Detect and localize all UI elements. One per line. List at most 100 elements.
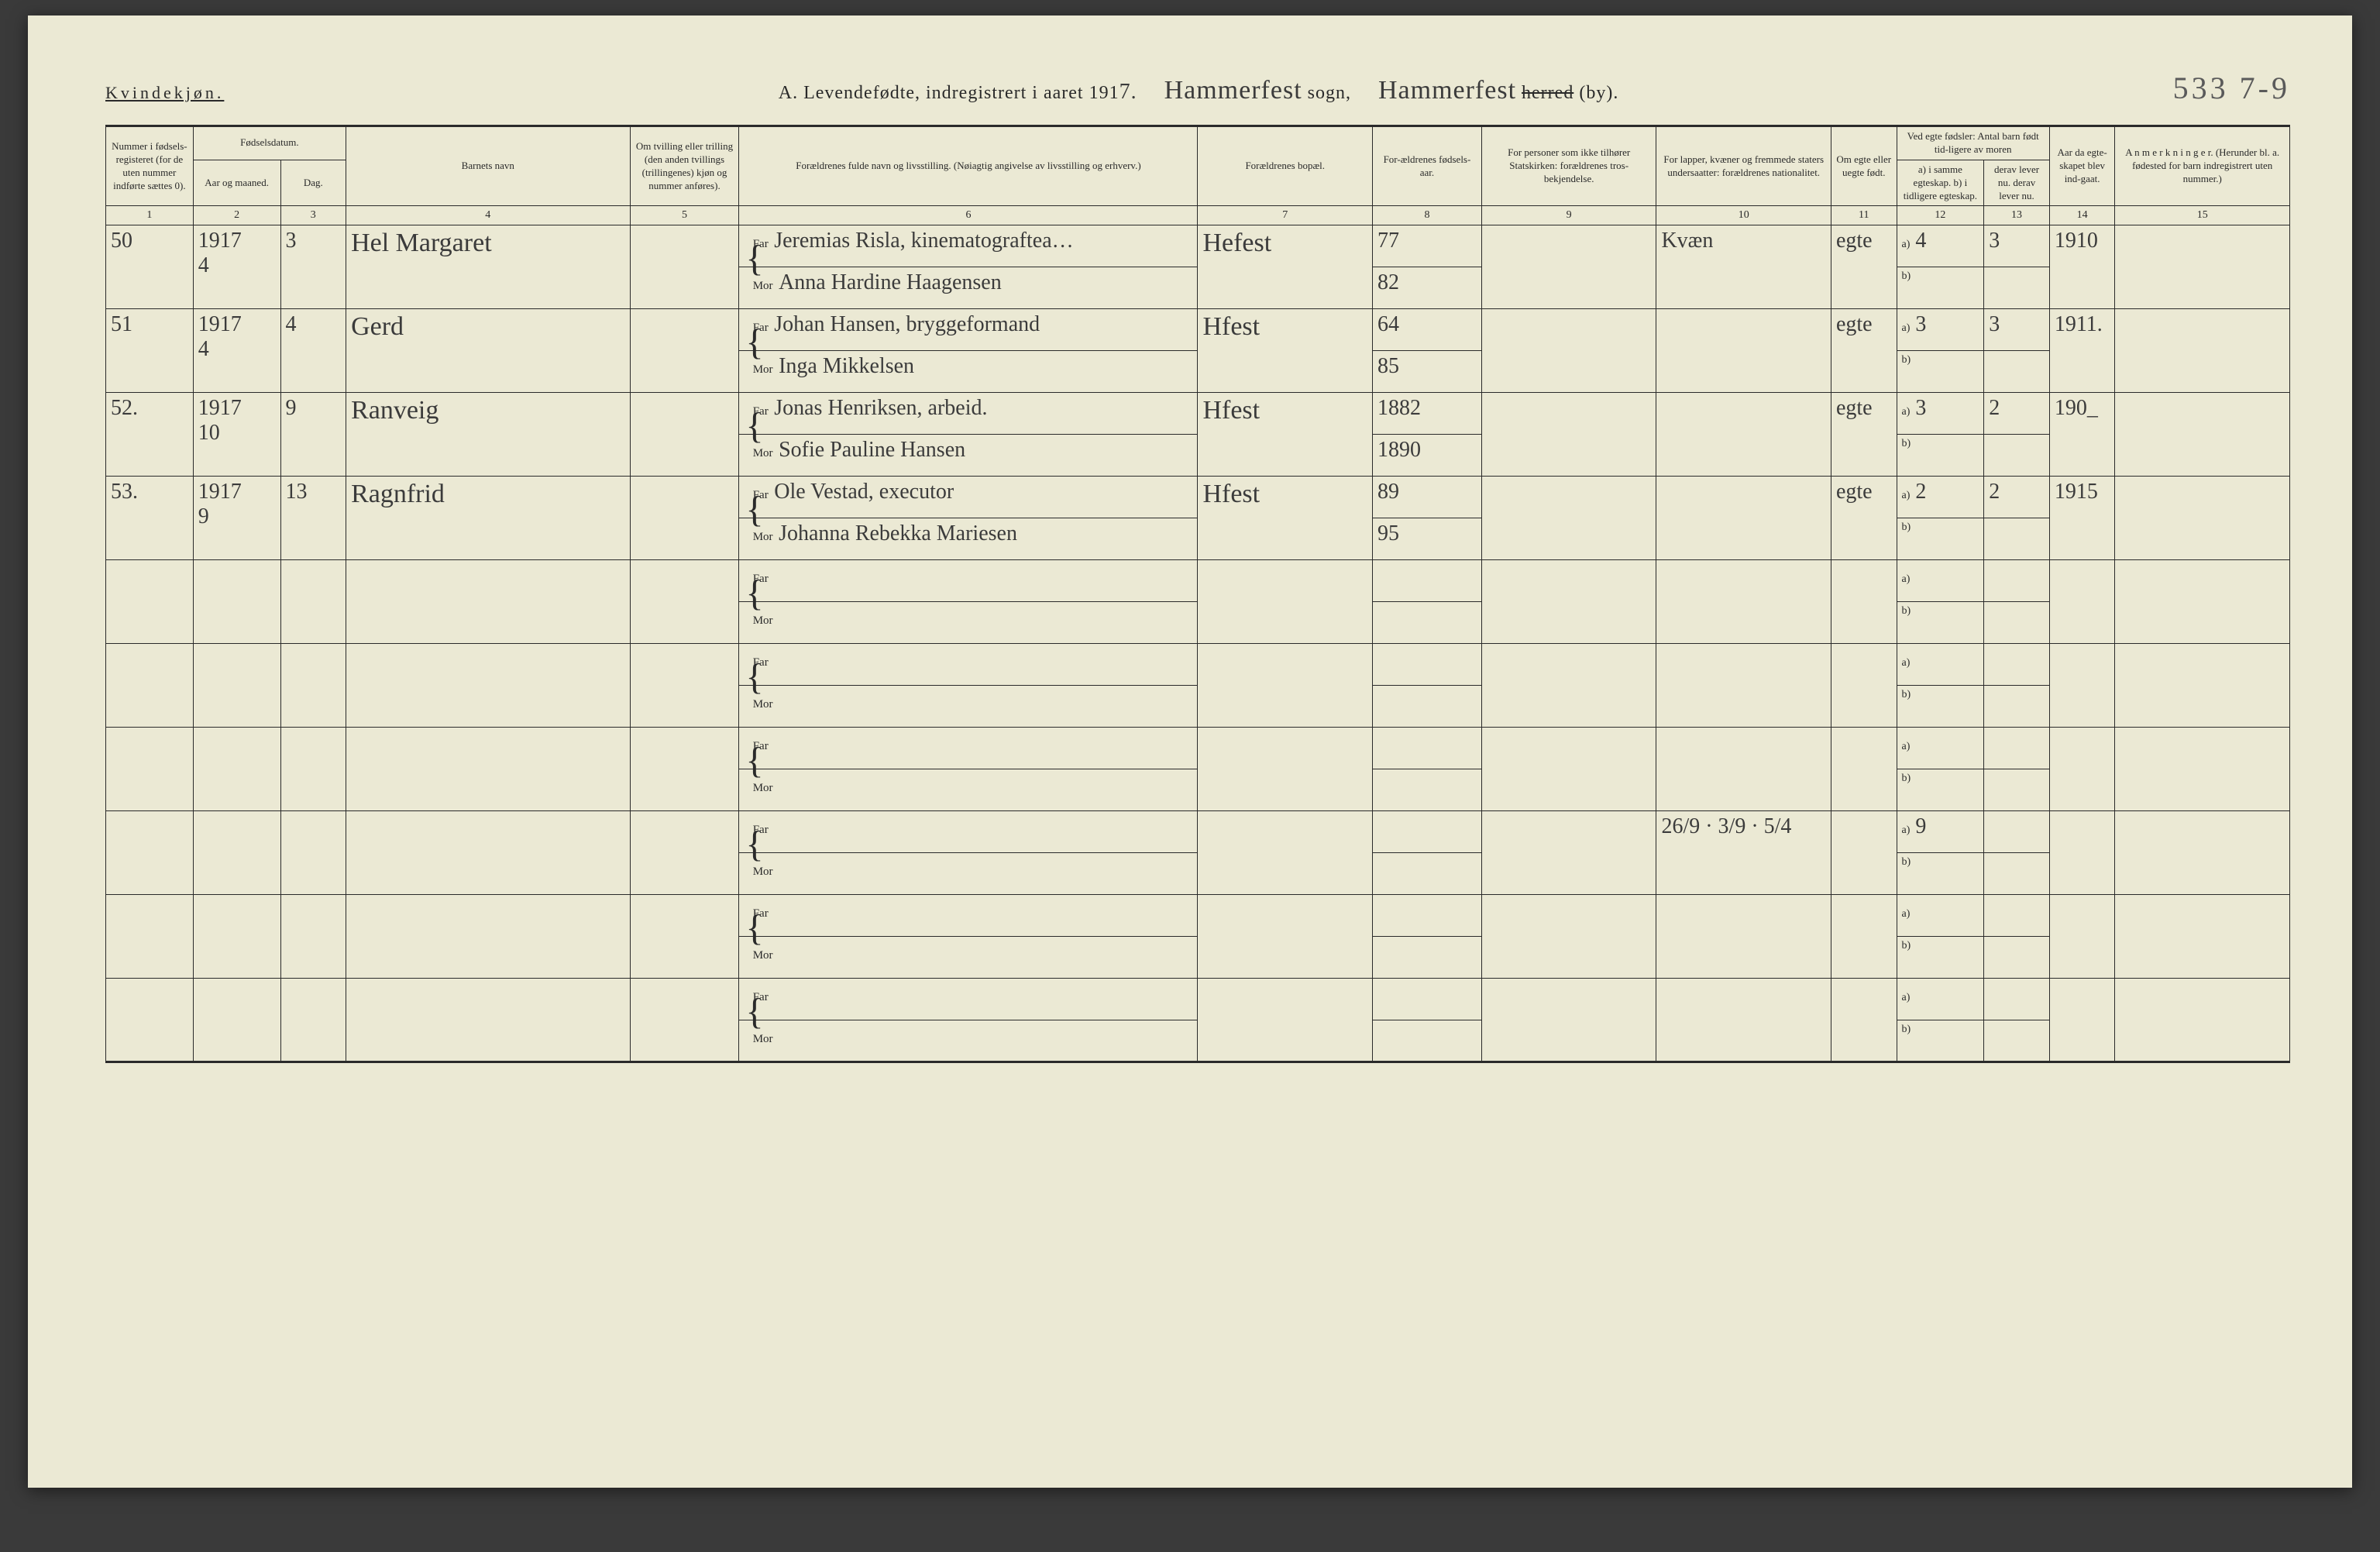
cell-a13: 3 (1984, 225, 2050, 267)
cell-mor-year: 1890 (1372, 435, 1481, 477)
cell-tro (1481, 309, 1656, 393)
cell-tro (1481, 728, 1656, 811)
cell-notes (2115, 728, 2290, 811)
cell-bopal (1198, 644, 1373, 728)
cell-a12: a) 9 (1897, 811, 1984, 853)
cell-year-month: 1917 4 (193, 309, 280, 393)
cell-a13 (1984, 895, 2050, 937)
cell-a13 (1984, 979, 2050, 1020)
cell-a13 (1984, 728, 2050, 769)
cell-a12: a) (1897, 895, 1984, 937)
cell-num (106, 644, 194, 728)
cell-b13 (1984, 1020, 2050, 1062)
cell-a12: a) (1897, 979, 1984, 1020)
table-row-far: 53.1917 913Ragnfrid{ Far Ole Vestad, exe… (106, 477, 2290, 518)
colnum: 11 (1831, 206, 1897, 225)
cell-b13 (1984, 853, 2050, 895)
cell-b13 (1984, 602, 2050, 644)
col-header-2: Aar og maaned. (193, 160, 280, 206)
cell-year-month (193, 979, 280, 1062)
cell-day: 9 (280, 393, 346, 477)
colnum: 1 (106, 206, 194, 225)
cell-a12: a) 2 (1897, 477, 1984, 518)
table-row-far: { Far 26/9 · 3/9 · 5/4a) 9 (106, 811, 2290, 853)
cell-day (280, 560, 346, 644)
cell-twin (630, 728, 739, 811)
table-row-far: { Far a) (106, 979, 2290, 1020)
cell-far-year (1372, 644, 1481, 686)
cell-year-married (2049, 895, 2115, 979)
cell-day: 3 (280, 225, 346, 309)
cell-egte (1831, 728, 1897, 811)
cell-day: 4 (280, 309, 346, 393)
cell-b13 (1984, 686, 2050, 728)
colnum: 15 (2115, 206, 2290, 225)
cell-day (280, 979, 346, 1062)
cell-year-month (193, 728, 280, 811)
cell-bopal: Hfest (1198, 393, 1373, 477)
cell-b12: b) (1897, 853, 1984, 895)
cell-far-year (1372, 895, 1481, 937)
cell-egte: egte (1831, 477, 1897, 560)
column-number-row: 1 2 3 4 5 6 7 8 9 10 11 12 13 14 15 (106, 206, 2290, 225)
cell-child-name (346, 560, 630, 644)
cell-b12: b) (1897, 686, 1984, 728)
cell-b12: b) (1897, 435, 1984, 477)
cell-b12: b) (1897, 518, 1984, 560)
table-row-far: 52.1917 109Ranveig{ Far Jonas Henriksen,… (106, 393, 2290, 435)
cell-tro (1481, 979, 1656, 1062)
cell-notes (2115, 644, 2290, 728)
colnum: 12 (1897, 206, 1984, 225)
col-header-10: For lapper, kvæner og fremmede staters u… (1656, 126, 1831, 206)
cell-a12: a) 4 (1897, 225, 1984, 267)
cell-egte (1831, 644, 1897, 728)
colnum: 10 (1656, 206, 1831, 225)
table-row-far: { Far a) (106, 728, 2290, 769)
cell-year-month (193, 644, 280, 728)
cell-far: { Far Johan Hansen, bryggeformand (739, 309, 1198, 351)
cell-year-month: 1917 9 (193, 477, 280, 560)
cell-twin (630, 309, 739, 393)
colnum: 4 (346, 206, 630, 225)
cell-far: { Far (739, 979, 1198, 1020)
cell-b13 (1984, 769, 2050, 811)
cell-num: 51 (106, 309, 194, 393)
cell-egte: egte (1831, 393, 1897, 477)
cell-year-month: 1917 4 (193, 225, 280, 309)
cell-bopal: Hefest (1198, 225, 1373, 309)
col-header-2-group: Fødselsdatum. (193, 126, 346, 160)
cell-mor: Mor (739, 769, 1198, 811)
cell-bopal (1198, 895, 1373, 979)
cell-mor: Mor (739, 602, 1198, 644)
cell-notes (2115, 895, 2290, 979)
cell-twin (630, 225, 739, 309)
cell-b12: b) (1897, 351, 1984, 393)
cell-b12: b) (1897, 769, 1984, 811)
cell-mor-year: 95 (1372, 518, 1481, 560)
cell-egte (1831, 811, 1897, 895)
table-head: Nummer i fødsels-registeret (for de uten… (106, 126, 2290, 225)
cell-notes (2115, 477, 2290, 560)
cell-far-year (1372, 979, 1481, 1020)
cell-a12: a) 3 (1897, 393, 1984, 435)
cell-child-name (346, 811, 630, 895)
cell-num (106, 728, 194, 811)
colnum: 5 (630, 206, 739, 225)
cell-far-year (1372, 560, 1481, 602)
colnum: 9 (1481, 206, 1656, 225)
col-header-9: For personer som ikke tilhører Statskirk… (1481, 126, 1656, 206)
cell-mor: Mor Johanna Rebekka Mariesen (739, 518, 1198, 560)
cell-child-name: Ranveig (346, 393, 630, 477)
colnum: 3 (280, 206, 346, 225)
cell-year-married (2049, 811, 2115, 895)
cell-day (280, 811, 346, 895)
cell-num (106, 979, 194, 1062)
col-header-7: Forældrenes bopæl. (1198, 126, 1373, 206)
herred-label-struck: herred (1522, 83, 1573, 103)
cell-year-married (2049, 728, 2115, 811)
col-header-6: Forældrenes fulde navn og livsstilling. … (739, 126, 1198, 206)
cell-child-name (346, 895, 630, 979)
table-row-far: { Far a) (106, 895, 2290, 937)
cell-far: { Far Jeremias Risla, kinematograftea… (739, 225, 1198, 267)
cell-num: 52. (106, 393, 194, 477)
